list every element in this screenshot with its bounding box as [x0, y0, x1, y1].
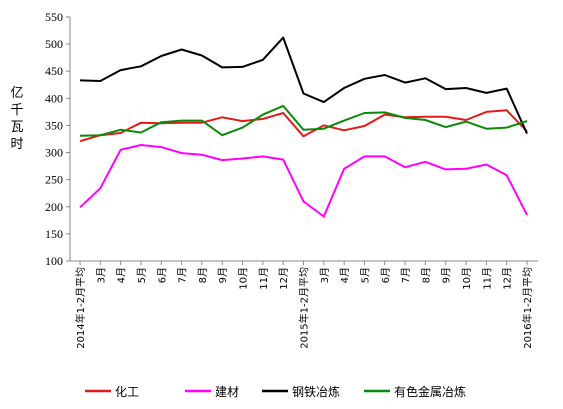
y-tick-label: 350 [45, 118, 63, 132]
series-line-4 [79, 104, 528, 137]
y-axis-label-char: 瓦 [10, 120, 23, 135]
y-axis-label-char: 亿 [10, 86, 23, 101]
legend-label: 建材 [215, 385, 239, 399]
plot-area [69, 17, 538, 262]
y-tick-label: 150 [45, 227, 63, 241]
x-tick-label: 4月 [116, 267, 128, 283]
x-tick-label: 9月 [441, 267, 453, 283]
legend: 化工 建材 钢铁冶炼 有色金属冶炼 [85, 384, 466, 399]
x-tick-label: 8月 [420, 267, 432, 283]
y-axis-label-char: 时 [10, 137, 23, 152]
x-tick-label: 3月 [319, 267, 331, 283]
y-tick-label: 450 [45, 64, 63, 78]
x-tick-label: 10月 [461, 267, 473, 290]
x-tick-label: 10月 [238, 267, 250, 290]
y-axis-label-char: 千 [10, 103, 23, 118]
x-tick-label: 7月 [400, 267, 412, 283]
legend-label: 有色金属冶炼 [394, 384, 466, 399]
y-tick-label: 300 [45, 146, 63, 160]
y-tick-label: 100 [45, 254, 63, 268]
series-line-3 [79, 36, 528, 135]
x-tick-label: 6月 [380, 267, 392, 283]
x-tick-label: 8月 [197, 267, 209, 283]
y-tick-label: 200 [45, 200, 63, 214]
y-axis-ticks: 100 150 200 250 300 350 400 450 500 550 [45, 10, 70, 268]
legend-label: 钢铁冶炼 [292, 384, 340, 399]
x-tick-label: 11月 [481, 267, 493, 290]
y-tick-label: 550 [45, 10, 63, 24]
y-tick-label: 500 [45, 37, 63, 51]
x-tick-label: 11月 [258, 267, 270, 290]
x-tick-label: 2016年1-2月平均 [521, 267, 534, 349]
x-tick-label: 5月 [359, 267, 371, 283]
x-tick-label: 2014年1-2月平均 [74, 267, 87, 349]
x-tick-label: 7月 [177, 267, 189, 283]
x-tick-label: 12月 [278, 267, 290, 290]
series-line-2 [79, 144, 528, 218]
series-line-1 [79, 109, 528, 143]
x-tick-label: 2015年1-2月平均 [298, 267, 311, 349]
y-tick-label: 400 [45, 91, 63, 105]
x-tick-label: 5月 [136, 267, 148, 283]
x-tick-label: 6月 [156, 267, 168, 283]
series-lines [79, 36, 528, 218]
x-tick-label: 12月 [502, 267, 514, 290]
legend-label: 化工 [115, 385, 139, 399]
y-tick-label: 250 [45, 173, 63, 187]
x-tick-label: 4月 [339, 267, 351, 283]
x-tick-label: 9月 [217, 267, 229, 283]
x-axis-ticks: 2014年1-2月平均 3月 4月 5月 6月 7月 8月 9月 10月 11月 12月 2015年1… [74, 261, 534, 349]
x-tick-label: 3月 [95, 267, 107, 283]
